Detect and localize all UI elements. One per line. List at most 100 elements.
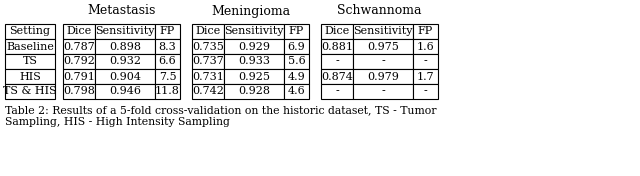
Text: FP: FP xyxy=(160,27,175,36)
Text: 0.792: 0.792 xyxy=(63,56,95,67)
Bar xyxy=(192,24,224,39)
Text: -: - xyxy=(424,56,428,67)
Text: 0.737: 0.737 xyxy=(192,56,224,67)
Bar xyxy=(321,39,353,54)
Bar xyxy=(413,84,438,99)
Bar xyxy=(284,84,309,99)
Bar xyxy=(63,39,95,54)
Text: TS & HIS: TS & HIS xyxy=(3,86,57,96)
Bar xyxy=(95,24,155,39)
Bar xyxy=(155,39,180,54)
Bar xyxy=(63,84,95,99)
Bar xyxy=(192,69,224,84)
Bar xyxy=(353,39,413,54)
Bar xyxy=(224,54,284,69)
Text: Meningioma: Meningioma xyxy=(211,5,290,17)
Bar xyxy=(95,69,155,84)
Bar xyxy=(284,39,309,54)
Bar xyxy=(413,39,438,54)
Bar xyxy=(284,69,309,84)
Bar xyxy=(321,84,353,99)
Text: 5.6: 5.6 xyxy=(287,56,305,67)
Bar xyxy=(192,54,224,69)
Text: 0.735: 0.735 xyxy=(192,42,224,52)
Text: 0.979: 0.979 xyxy=(367,71,399,81)
Bar xyxy=(95,54,155,69)
Text: 6.9: 6.9 xyxy=(287,42,305,52)
Text: 6.6: 6.6 xyxy=(159,56,177,67)
Text: 0.975: 0.975 xyxy=(367,42,399,52)
Text: Setting: Setting xyxy=(10,27,51,36)
Text: 7.5: 7.5 xyxy=(159,71,176,81)
Text: 0.904: 0.904 xyxy=(109,71,141,81)
Text: -: - xyxy=(335,86,339,96)
Bar xyxy=(63,69,95,84)
Text: Dice: Dice xyxy=(195,27,221,36)
Text: 4.9: 4.9 xyxy=(287,71,305,81)
Text: -: - xyxy=(424,86,428,96)
Text: HIS: HIS xyxy=(19,71,41,81)
Text: 0.932: 0.932 xyxy=(109,56,141,67)
Bar xyxy=(155,84,180,99)
Text: -: - xyxy=(381,56,385,67)
Bar xyxy=(5,84,55,99)
Bar xyxy=(413,54,438,69)
Text: 8.3: 8.3 xyxy=(159,42,177,52)
Bar xyxy=(413,69,438,84)
Text: 0.791: 0.791 xyxy=(63,71,95,81)
Bar xyxy=(192,39,224,54)
Text: 1.6: 1.6 xyxy=(417,42,435,52)
Text: -: - xyxy=(381,86,385,96)
Bar xyxy=(353,24,413,39)
Bar xyxy=(192,84,224,99)
Text: TS: TS xyxy=(22,56,38,67)
Text: 0.742: 0.742 xyxy=(192,86,224,96)
Text: Sampling, HIS - High Intensity Sampling: Sampling, HIS - High Intensity Sampling xyxy=(5,117,230,127)
Text: 0.946: 0.946 xyxy=(109,86,141,96)
Bar xyxy=(155,24,180,39)
Text: Baseline: Baseline xyxy=(6,42,54,52)
Bar xyxy=(284,24,309,39)
Text: 0.933: 0.933 xyxy=(238,56,270,67)
Text: Table 2: Results of a 5-fold cross-validation on the historic dataset, TS - Tumo: Table 2: Results of a 5-fold cross-valid… xyxy=(5,105,436,115)
Bar xyxy=(321,69,353,84)
Bar xyxy=(5,69,55,84)
Bar xyxy=(321,24,353,39)
Text: 0.874: 0.874 xyxy=(321,71,353,81)
Bar xyxy=(155,69,180,84)
Text: Sensitivity: Sensitivity xyxy=(95,27,155,36)
Text: 0.881: 0.881 xyxy=(321,42,353,52)
Bar xyxy=(155,54,180,69)
Bar xyxy=(95,39,155,54)
Text: 11.8: 11.8 xyxy=(155,86,180,96)
Text: 0.898: 0.898 xyxy=(109,42,141,52)
Bar xyxy=(284,54,309,69)
Text: Schwannoma: Schwannoma xyxy=(337,5,422,17)
Bar xyxy=(63,24,95,39)
Bar xyxy=(5,54,55,69)
Bar xyxy=(353,54,413,69)
Text: Metastasis: Metastasis xyxy=(87,5,156,17)
Bar xyxy=(413,24,438,39)
Text: Sensitivity: Sensitivity xyxy=(224,27,284,36)
Text: 0.731: 0.731 xyxy=(192,71,224,81)
Text: 1.7: 1.7 xyxy=(417,71,435,81)
Text: 0.798: 0.798 xyxy=(63,86,95,96)
Text: Dice: Dice xyxy=(324,27,349,36)
Text: 0.929: 0.929 xyxy=(238,42,270,52)
Text: Sensitivity: Sensitivity xyxy=(353,27,413,36)
Bar xyxy=(5,24,55,39)
Bar xyxy=(353,69,413,84)
Text: 4.6: 4.6 xyxy=(287,86,305,96)
Bar xyxy=(353,84,413,99)
Bar xyxy=(224,24,284,39)
Bar xyxy=(224,84,284,99)
Bar xyxy=(224,69,284,84)
Bar xyxy=(63,54,95,69)
Bar xyxy=(5,39,55,54)
Text: -: - xyxy=(335,56,339,67)
Text: 0.787: 0.787 xyxy=(63,42,95,52)
Bar xyxy=(321,54,353,69)
Bar xyxy=(95,84,155,99)
Text: 0.925: 0.925 xyxy=(238,71,270,81)
